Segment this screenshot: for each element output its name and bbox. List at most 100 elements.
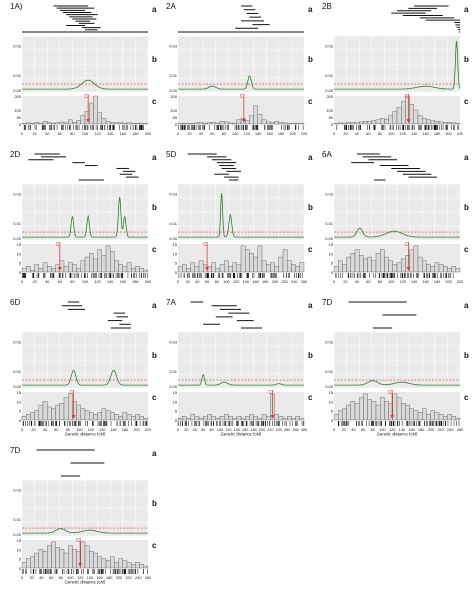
- x-tick-label: 200: [259, 428, 265, 432]
- lod-curve: [178, 75, 304, 90]
- c-ytick-label: 15: [173, 242, 178, 247]
- x-tick-label: 20: [31, 428, 35, 432]
- hist-bar: [384, 118, 389, 125]
- hist-bar: [396, 262, 402, 273]
- x-tick-label: 140: [234, 428, 240, 432]
- x-tick-label: 200: [289, 132, 295, 136]
- hist-bar: [38, 122, 44, 125]
- subpanel-letter-a: a: [308, 153, 313, 162]
- c-ytick-label: 0: [19, 270, 22, 275]
- hist-bar: [139, 122, 145, 125]
- x-tick-label: 60: [49, 576, 53, 580]
- hist-bar: [118, 416, 123, 421]
- hist-bar: [405, 404, 410, 421]
- centromere-label: C: [269, 390, 273, 396]
- centromere-label: C: [240, 94, 244, 100]
- x-tick-label: 200: [272, 280, 278, 284]
- hist-bar: [455, 122, 461, 125]
- hist-bar: [186, 417, 191, 421]
- x-tick-label: 200: [445, 132, 451, 136]
- subpanel-letter-c: c: [308, 393, 313, 402]
- c-ytick-label: 5: [331, 261, 334, 266]
- x-tick-label: 180: [132, 280, 138, 284]
- hist-bar: [359, 254, 364, 273]
- hist-bar: [198, 417, 204, 421]
- x-tick-label: 160: [120, 280, 126, 284]
- hist-bar: [101, 558, 107, 569]
- x-tick-label: 260: [301, 280, 307, 284]
- b-ytick-label: 0.00: [169, 88, 178, 93]
- subpanel-letter-a: a: [152, 5, 157, 14]
- hist-bar: [426, 414, 431, 421]
- hist-bar: [375, 404, 381, 421]
- centromere-arrowhead: [270, 415, 275, 419]
- c-ytick-label: 100: [14, 108, 21, 113]
- c-ytick-label: 0: [175, 270, 178, 275]
- hist-bar: [380, 118, 385, 125]
- centromere-label: C: [84, 94, 88, 100]
- c-ytick-label: 15: [17, 538, 22, 543]
- hist-bar: [68, 119, 73, 125]
- hist-bar: [265, 121, 271, 125]
- hist-bar: [257, 417, 263, 421]
- x-tick-label: 100: [76, 428, 82, 432]
- hist-bar: [244, 249, 250, 273]
- hist-bar: [203, 416, 208, 421]
- b-ytick-label: 0.03: [325, 191, 334, 196]
- x-tick-label: 0: [333, 428, 335, 432]
- hist-bar: [118, 264, 123, 273]
- hist-bar: [367, 256, 372, 273]
- hist-bar: [261, 119, 267, 125]
- hist-bar: [182, 122, 187, 125]
- c-ytick-label: 15: [17, 390, 22, 395]
- b-ytick-label: 0.01: [169, 221, 178, 226]
- hist-bar: [228, 266, 233, 273]
- x-tick-label: 120: [244, 132, 250, 136]
- hist-bar: [338, 410, 343, 421]
- hist-bar: [177, 123, 183, 125]
- hist-bar: [88, 253, 94, 273]
- c-ytick-label: 0: [331, 270, 334, 275]
- x-tick-label: 20: [32, 280, 36, 284]
- hist-bar: [371, 120, 377, 125]
- hist-bar: [249, 253, 254, 273]
- panel-label: 6D: [10, 298, 20, 307]
- c-ytick-label: 200: [170, 94, 177, 99]
- c-ytick-label: 10: [329, 251, 334, 256]
- hist-bar: [286, 416, 292, 421]
- hist-bar: [207, 414, 212, 421]
- hist-bar: [122, 560, 128, 569]
- hist-bar: [38, 404, 44, 421]
- hist-bar: [21, 562, 27, 569]
- centromere-arrowhead: [57, 267, 62, 271]
- hist-bar: [63, 266, 69, 273]
- hist-bar: [76, 268, 81, 273]
- hist-bar: [72, 122, 77, 125]
- hist-bar: [42, 262, 48, 273]
- hist-bar: [409, 249, 414, 273]
- hist-bar: [26, 122, 31, 125]
- hist-bar: [118, 558, 123, 569]
- hist-bar: [388, 115, 393, 125]
- x-tick-label: 160: [422, 280, 428, 284]
- hist-bar: [299, 417, 305, 421]
- c-ytick-label: 100: [170, 108, 177, 113]
- hist-bar: [380, 397, 385, 421]
- c-ytick-label: 10: [17, 399, 22, 404]
- hist-bar: [51, 541, 56, 569]
- x-tick-label: 40: [195, 280, 199, 284]
- hist-bar: [97, 112, 102, 125]
- hist-bar: [270, 122, 275, 125]
- hist-bar: [228, 416, 233, 421]
- hist-bar: [68, 545, 73, 569]
- subpanel-letter-a: a: [308, 301, 313, 310]
- hist-bar: [93, 95, 98, 125]
- hist-bar: [333, 123, 339, 125]
- b-ytick-label: 0.00: [169, 236, 178, 241]
- x-tick-label: 140: [399, 428, 405, 432]
- b-ytick-label: 0.03: [13, 487, 22, 492]
- b-ytick-label: 0.01: [13, 369, 22, 374]
